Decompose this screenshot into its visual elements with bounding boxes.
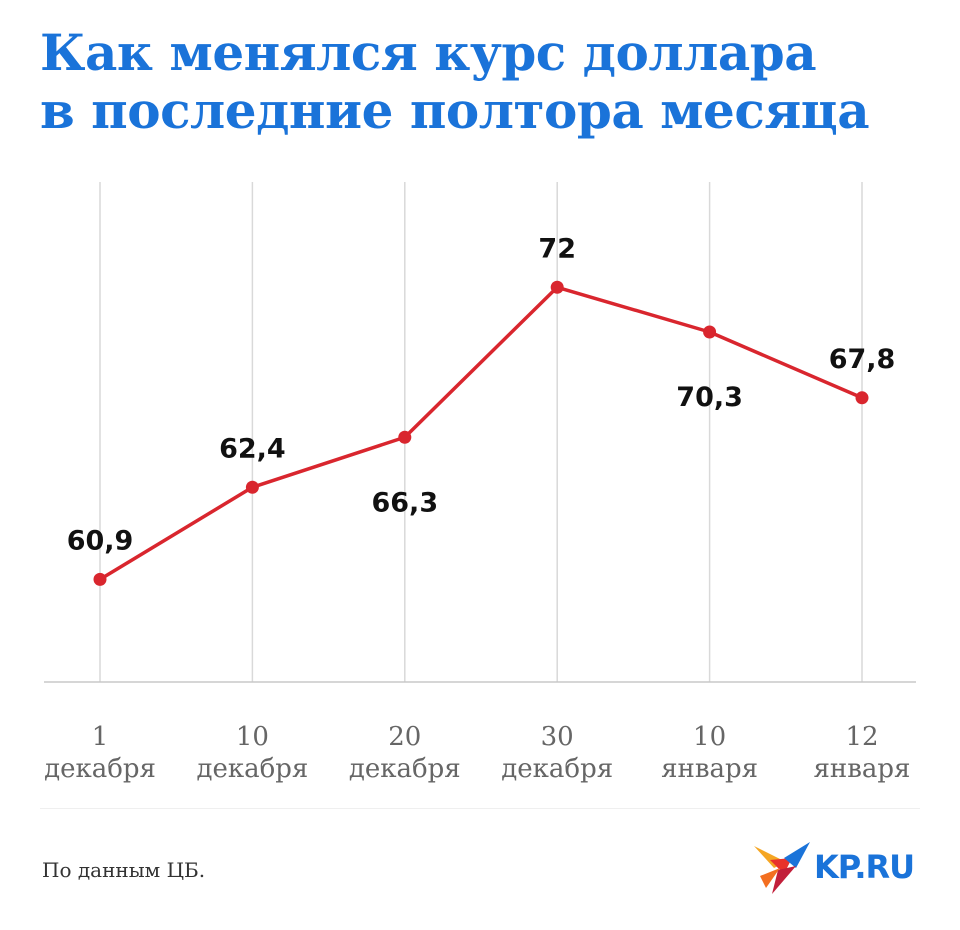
data-label-1: 60,9 [67,525,134,556]
x-tick-label-3-month: декабря [349,754,461,784]
line-chart: 1декабря10декабря20декабря30декабря10янв… [44,182,916,784]
x-tick-label-5-month: января [661,754,758,784]
data-point-2 [245,480,259,494]
chart-title-line-1: Как менялся курс доллара [40,23,817,82]
data-point-3 [398,430,412,444]
data-point-1 [93,572,107,586]
chart-title-line-2: в последние полтора месяца [40,81,870,140]
x-tick-label-1-month: декабря [44,754,156,784]
x-tick-label-2-month: декабря [196,754,308,784]
kp-logo: KP.RU [752,838,932,900]
data-point-4 [550,280,564,294]
chart-title: Как менялся курс доллара в последние пол… [40,24,920,140]
data-point-5 [703,325,717,339]
x-tick-label-5-day: 10 [693,722,726,752]
x-tick-label-3-day: 20 [388,722,421,752]
data-label-4: 72 [538,233,576,264]
x-tick-label-2-day: 10 [236,722,269,752]
footer-divider [40,808,920,809]
x-tick-label-6-day: 12 [845,722,878,752]
data-label-2: 62,4 [219,433,286,464]
data-label-3: 66,3 [371,487,438,518]
data-label-5: 70,3 [676,382,743,413]
data-label-6: 67,8 [829,344,896,375]
source-note: По данным ЦБ. [42,858,206,882]
swallow-logo-icon [754,842,810,894]
x-tick-label-4-day: 30 [541,722,574,752]
x-tick-label-4-month: декабря [501,754,613,784]
logo-text: KP.RU [814,848,915,886]
x-tick-label-6-month: января [814,754,911,784]
x-tick-label-1-day: 1 [92,722,109,752]
series-line [98,285,864,582]
data-point-6 [855,391,869,405]
